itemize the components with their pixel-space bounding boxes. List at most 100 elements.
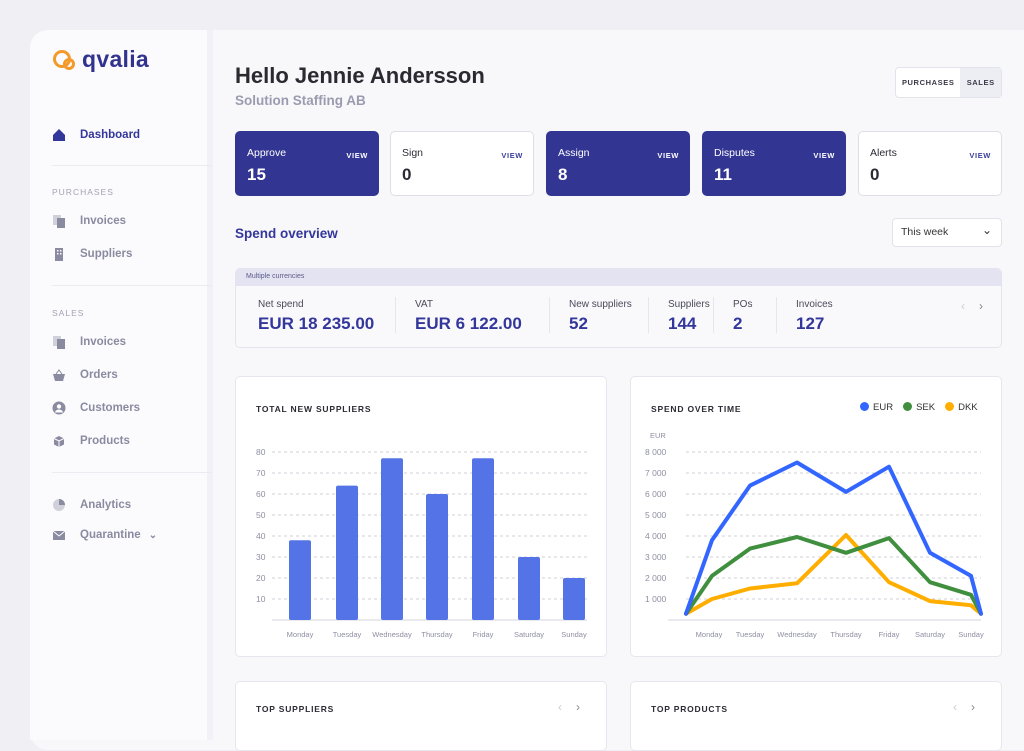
divider	[549, 297, 550, 333]
y-tick-label: 4 000	[645, 531, 667, 541]
chart-title: SPEND OVER TIME	[651, 404, 742, 414]
sidebar-item-analytics[interactable]: Analytics	[52, 498, 131, 512]
view-link[interactable]: VIEW	[501, 151, 523, 160]
divider	[395, 297, 396, 333]
prev-arrow-icon[interactable]: ‹	[961, 299, 965, 313]
x-tick-label: Saturday	[514, 630, 544, 639]
y-tick-label: 70	[256, 468, 266, 478]
x-tick-label: Tuesday	[736, 630, 765, 639]
nav-label: Orders	[80, 369, 118, 381]
y-tick-label: 3 000	[645, 552, 667, 562]
kpi-value: 11	[714, 165, 732, 184]
home-icon	[53, 129, 65, 141]
x-tick-label: Thursday	[830, 630, 862, 639]
stat-value: 52	[569, 314, 588, 333]
kpi-card-sign[interactable]: Sign 0 VIEW	[390, 131, 534, 196]
legend-eur[interactable]: EUR	[860, 402, 893, 413]
bar-thursday	[426, 494, 448, 620]
divider	[52, 165, 212, 166]
legend-sek[interactable]: SEK	[903, 402, 935, 413]
y-axis-label: EUR	[650, 431, 666, 440]
bar-monday	[289, 540, 311, 620]
x-tick-label: Monday	[696, 630, 723, 639]
x-tick-label: Friday	[879, 630, 900, 639]
next-arrow-icon[interactable]: ›	[971, 700, 975, 714]
legend-label: DKK	[958, 402, 978, 413]
bar-saturday	[518, 557, 540, 620]
building-icon	[55, 248, 63, 261]
prev-arrow-icon[interactable]: ‹	[953, 700, 957, 714]
stat-new-suppliers: New suppliers 52	[547, 299, 632, 334]
charts-layer: 10 20 30 40 50 60 70 80 Monday Tuesday Wednesday Th…	[256, 431, 984, 639]
sidebar-item-dashboard[interactable]: Dashboard	[52, 128, 140, 142]
invoice-icon	[53, 336, 65, 349]
x-tick-label: Wednesday	[372, 630, 412, 639]
legend-label: EUR	[873, 402, 894, 413]
top-products-title: TOP PRODUCTS	[651, 704, 728, 714]
sidebar-item-customers[interactable]: Customers	[52, 401, 140, 415]
sidebar-item-quarantine[interactable]: Quarantine ⌄	[52, 528, 157, 542]
cloud-logo-icon	[53, 49, 75, 70]
y-tick-label: 20	[256, 573, 266, 583]
stat-value: 2	[733, 314, 743, 333]
x-tick-label: Thursday	[421, 630, 453, 639]
kpi-label: Assign	[558, 147, 590, 159]
divider	[648, 297, 649, 333]
legend-label: SEK	[916, 402, 936, 413]
sidebar-item-suppliers[interactable]: Suppliers	[52, 247, 132, 261]
stat-label: Suppliers	[668, 299, 710, 310]
kpi-card-approve[interactable]: Approve 15 VIEW	[235, 131, 379, 196]
bar-wednesday	[381, 458, 403, 620]
mail-icon	[52, 530, 66, 540]
period-select[interactable]: This week ⌄	[892, 218, 1002, 247]
pie-chart-icon	[53, 499, 65, 511]
kpi-card-disputes[interactable]: Disputes 11 VIEW	[702, 131, 846, 196]
sidebar-item-orders[interactable]: Orders	[52, 368, 118, 382]
nav-label: Invoices	[80, 215, 127, 227]
currency-note: Multiple currencies	[236, 269, 1001, 286]
toggle-sales[interactable]: SALES	[960, 68, 1001, 97]
kpi-value: 0	[402, 165, 412, 184]
x-tick-label: Tuesday	[333, 630, 362, 639]
section-sales: SALES	[52, 308, 85, 318]
x-tick-label: Monday	[287, 630, 314, 639]
page-title: Hello Jennie Andersson	[235, 63, 485, 88]
sidebar-item-products[interactable]: Products	[52, 434, 130, 448]
logo-text: qvalia	[82, 46, 150, 72]
line-series-sek	[684, 535, 983, 616]
legend-dot-icon	[903, 402, 913, 411]
y-tick-label: 7 000	[645, 468, 667, 478]
sidebar-item-purchase-invoices[interactable]: Invoices	[52, 214, 126, 228]
kpi-label: Alerts	[870, 147, 897, 159]
legend-dot-icon	[945, 402, 955, 411]
chevron-down-icon: ⌄	[148, 529, 158, 541]
view-link[interactable]: VIEW	[969, 151, 991, 160]
user-icon	[52, 401, 66, 415]
logo[interactable]: qvalia	[52, 46, 149, 73]
sidebar-item-sales-invoices[interactable]: Invoices	[52, 335, 126, 349]
kpi-card-assign[interactable]: Assign 8 VIEW	[546, 131, 690, 196]
x-tick-label: Friday	[473, 630, 494, 639]
x-tick-label: Sunday	[561, 630, 587, 639]
prev-arrow-icon[interactable]: ‹	[558, 700, 562, 714]
stat-value: EUR 18 235.00	[258, 314, 375, 333]
nav-label: Products	[80, 435, 130, 447]
company-name: Solution Staffing AB	[235, 93, 366, 108]
nav-label: Invoices	[80, 336, 127, 348]
view-link[interactable]: VIEW	[346, 151, 368, 160]
y-tick-label: 30	[256, 552, 266, 562]
stat-vat: VAT EUR 6 122.00	[393, 299, 522, 334]
stat-net-spend: Net spend EUR 18 235.00	[236, 299, 374, 334]
nav-label: Analytics	[80, 499, 132, 511]
bar-sunday	[563, 578, 585, 620]
next-arrow-icon[interactable]: ›	[576, 700, 580, 714]
next-arrow-icon[interactable]: ›	[979, 299, 983, 313]
y-tick-label: 5 000	[645, 510, 667, 520]
toggle-purchases[interactable]: PURCHASES	[901, 78, 955, 87]
legend-dkk[interactable]: DKK	[945, 402, 978, 413]
nav-label: Dashboard	[80, 129, 141, 141]
view-link[interactable]: VIEW	[657, 151, 679, 160]
divider	[52, 285, 212, 286]
kpi-card-alerts[interactable]: Alerts 0 VIEW	[858, 131, 1002, 196]
view-link[interactable]: VIEW	[813, 151, 835, 160]
